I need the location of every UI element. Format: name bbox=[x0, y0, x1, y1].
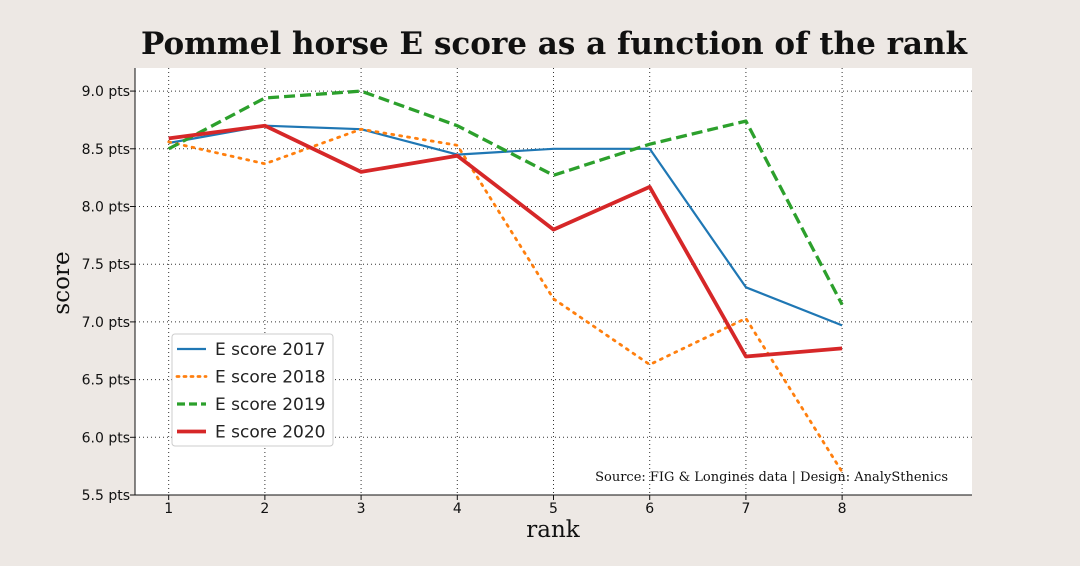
y-axis-title: score bbox=[49, 251, 75, 314]
x-tick-label: 6 bbox=[645, 501, 654, 517]
y-tick-label: 8.5 pts bbox=[82, 142, 130, 158]
x-tick-label: 7 bbox=[741, 501, 750, 517]
legend: E score 2017 E score 2018 E score 2019 E sc… bbox=[171, 333, 334, 447]
y-tick-label: 8.0 pts bbox=[82, 199, 130, 215]
chart-title: Pommel horse E score as a function of th… bbox=[140, 26, 968, 62]
x-tick-label: 2 bbox=[260, 501, 269, 517]
y-tick-label: 6.5 pts bbox=[82, 373, 130, 389]
y-tick-label: 7.5 pts bbox=[82, 257, 130, 273]
y-tick-label: 9.0 pts bbox=[82, 84, 130, 100]
legend-label-1: E score 2017 bbox=[215, 340, 326, 360]
x-tick-label: 1 bbox=[164, 501, 173, 517]
source-annotation: Source: FIG & Longines data | Design: An… bbox=[595, 470, 948, 485]
legend-label-2: E score 2018 bbox=[215, 368, 326, 388]
axes: 1 2 3 4 5 6 7 8 5.5 pts 6.0 pts 6.5 pts 7.0 pts 7.5 … bbox=[82, 68, 972, 517]
x-tick-label: 3 bbox=[357, 501, 366, 517]
legend-label-4: E score 2020 bbox=[215, 423, 326, 443]
y-tick-label: 5.5 pts bbox=[82, 488, 130, 504]
x-tick-label: 8 bbox=[838, 501, 847, 517]
series-lines bbox=[167, 89, 844, 474]
x-tick-label: 5 bbox=[549, 501, 558, 517]
series-line-3 bbox=[167, 89, 844, 306]
x-axis-title: rank bbox=[526, 517, 581, 543]
y-tick-label: 7.0 pts bbox=[82, 315, 130, 331]
y-tick-label: 6.0 pts bbox=[82, 430, 130, 446]
legend-label-3: E score 2019 bbox=[215, 395, 326, 415]
series-line-4 bbox=[168, 123, 843, 359]
legend-box bbox=[171, 333, 334, 447]
x-tick-label: 4 bbox=[453, 501, 462, 517]
